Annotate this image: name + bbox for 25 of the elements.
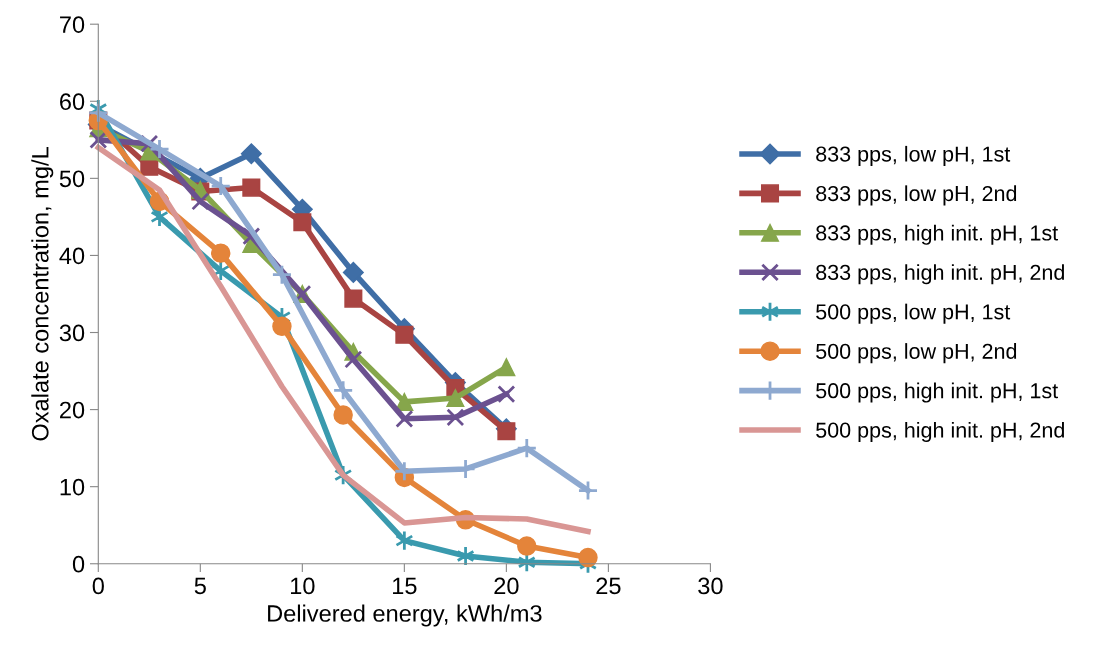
y-tick-label: 70 <box>60 16 85 33</box>
legend-label: 500 pps, low pH, 1st <box>816 303 1011 324</box>
y-tick-label: 50 <box>59 170 85 188</box>
x-tick-label: 15 <box>393 577 417 595</box>
x-tick-label: 20 <box>494 577 519 595</box>
legend-label: 500 pps, high init. pH, 1st <box>816 382 1058 403</box>
y-tick-label: 20 <box>60 401 85 419</box>
x-tick-label: 5 <box>194 577 206 595</box>
legend-label: 833 pps, high init. pH, 1st <box>816 224 1058 245</box>
legend-label: 833 pps, low pH, 2nd <box>816 185 1017 206</box>
y-axis-title: Oxalate concentration, mg/L <box>31 147 54 441</box>
legend-label: 500 pps, low pH, 2nd <box>816 343 1017 364</box>
y-tick-label: 60 <box>60 93 85 111</box>
x-axis-title: Delivered energy, kWh/m3 <box>268 604 542 627</box>
x-tick-label: 10 <box>291 577 315 595</box>
y-tick-label: 30 <box>59 324 85 342</box>
legend-label: 833 pps, high init. pH, 2nd <box>816 264 1064 285</box>
x-tick-label: 30 <box>698 577 723 595</box>
y-tick-label: 10 <box>60 478 85 496</box>
legend-label: 833 pps, low pH, 1st <box>816 145 1011 166</box>
x-tick-label: 0 <box>92 577 104 595</box>
y-tick-label: 0 <box>72 555 85 573</box>
x-tick-label: 25 <box>596 577 621 595</box>
legend-label: 500 pps, high init. pH, 2nd <box>816 421 1064 443</box>
y-tick-label: 40 <box>59 247 85 265</box>
